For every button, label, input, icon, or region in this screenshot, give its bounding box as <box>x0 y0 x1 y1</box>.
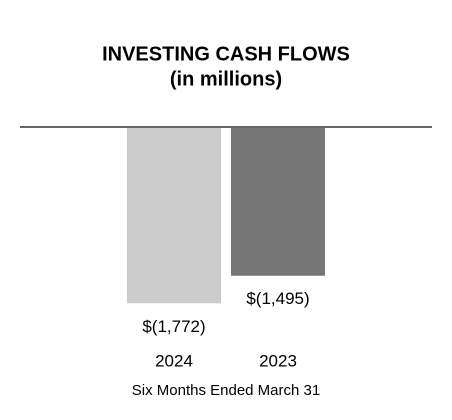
chart-subtitle: (in millions) <box>170 68 282 90</box>
chart-title: INVESTING CASH FLOWS <box>102 43 350 65</box>
value-label: $(1,772) <box>142 317 205 336</box>
x-tick-label: 2023 <box>259 351 297 370</box>
bar <box>127 127 221 304</box>
value-label: $(1,495) <box>246 289 309 308</box>
x-tick-label: 2024 <box>155 351 193 370</box>
x-axis-label: Six Months Ended March 31 <box>132 382 320 399</box>
bar <box>231 127 325 276</box>
